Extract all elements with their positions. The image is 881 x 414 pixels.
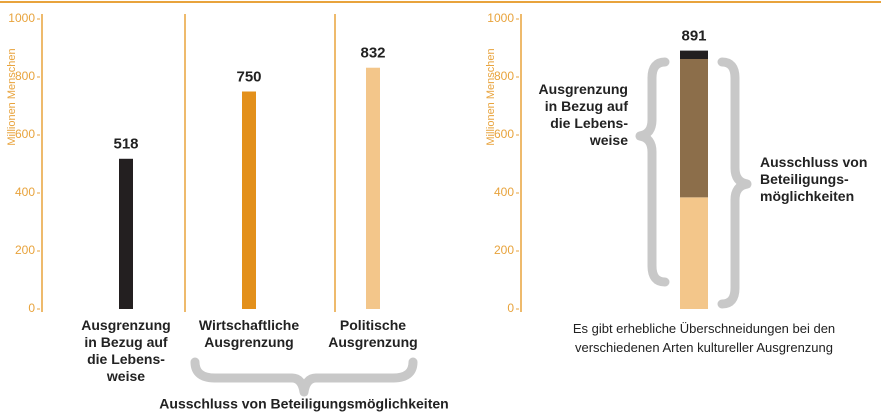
bar xyxy=(366,67,380,309)
y-axis-label: Millionen Menschen xyxy=(6,48,18,145)
bracket xyxy=(190,357,418,397)
bar xyxy=(119,158,133,309)
bar-segment xyxy=(680,197,708,309)
value-label: 518 xyxy=(113,136,138,153)
bar-segment xyxy=(680,59,708,198)
annotation: Ausschluss von Beteiligungs-möglichkeiten xyxy=(760,154,867,204)
bracket-label: Ausschluss von Beteiligungsmöglichkeiten xyxy=(159,396,448,412)
y-tick-label: 800 xyxy=(494,69,514,83)
value-label: 832 xyxy=(360,45,385,62)
x-tick-label: Wirtschaftliche Ausgrenzung xyxy=(199,317,299,350)
y-tick-label: 600 xyxy=(494,127,514,141)
y-tick-label: 0 xyxy=(28,301,35,315)
y-tick-label: 400 xyxy=(15,185,35,199)
annotation: Ausgrenzung in Bezug auf die Lebens-weise xyxy=(539,81,629,148)
y-tick-label: 200 xyxy=(494,243,514,257)
y-tick-label: 600 xyxy=(15,127,35,141)
note: Es gibt erhebliche Überschneidungen bei … xyxy=(573,321,835,355)
y-tick-label: 1000 xyxy=(487,11,514,25)
y-tick-label: 0 xyxy=(507,301,514,315)
y-tick-label: 200 xyxy=(15,243,35,257)
y-tick-label: 1000 xyxy=(8,11,35,25)
y-axis-label: Millionen Menschen xyxy=(485,48,497,145)
brace-right xyxy=(717,57,752,309)
total-label: 891 xyxy=(681,28,706,45)
x-tick-label: Politische Ausgrenzung xyxy=(328,317,417,350)
value-label: 750 xyxy=(236,68,261,85)
y-tick-label: 400 xyxy=(494,185,514,199)
bar-segment xyxy=(680,50,708,60)
bar xyxy=(242,91,256,309)
y-tick-label: 800 xyxy=(15,69,35,83)
brace-left xyxy=(635,57,670,287)
x-tick-label: Ausgrenzung in Bezug auf die Lebens-weise xyxy=(81,317,170,384)
